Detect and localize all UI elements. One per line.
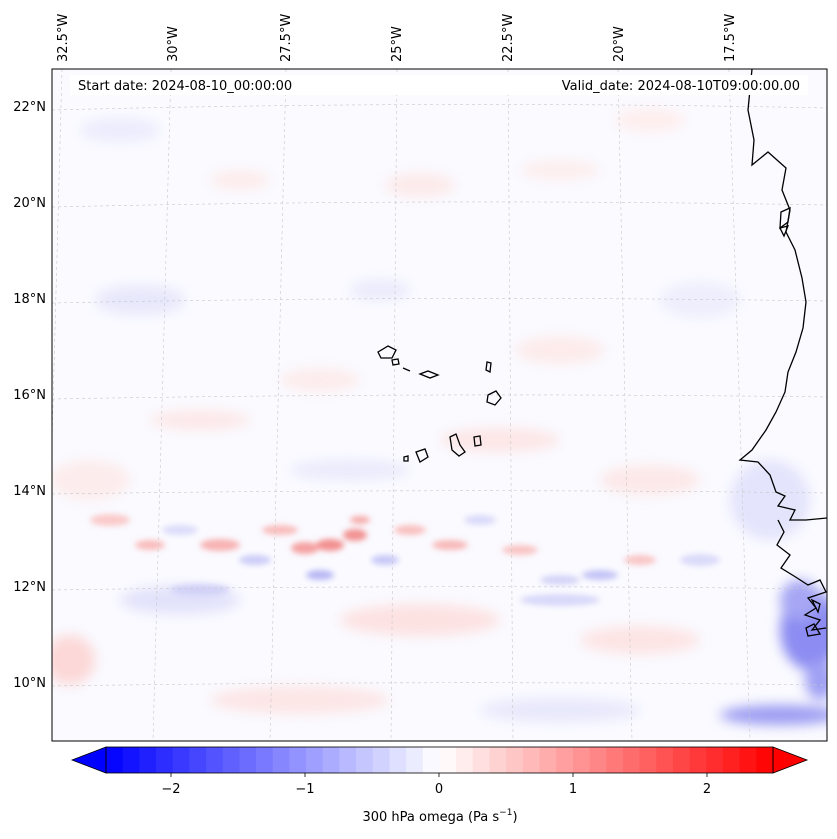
colorbar-label: 300 hPa omega (Pa s−1) [362, 808, 517, 825]
colorbar-cell [372, 747, 391, 773]
colorbar-tick-labels: −2 −1 0 1 2 [161, 782, 711, 797]
colorbar-extend-low [70, 746, 107, 774]
lat-label: 12°N [13, 580, 46, 595]
colorbar-cell [272, 747, 291, 773]
colorbar-extend-high [772, 746, 809, 774]
colorbar-cell [589, 747, 607, 773]
lon-label: 27.5°W [279, 14, 294, 62]
colorbar-cell [339, 747, 357, 773]
start-date-label: Start date: 2024-08-10_00:00:00 [78, 79, 292, 94]
island-sao-vicente [391, 358, 400, 366]
gridlines [52, 69, 827, 741]
colorbar-cell [522, 747, 541, 773]
colorbar-cell [556, 747, 574, 773]
colorbar-cell [672, 747, 691, 773]
island-sal [485, 361, 492, 373]
colorbar-cell [289, 747, 307, 773]
colorbar-cell [306, 747, 324, 773]
colorbar: −2 −1 0 1 2 300 hPa omega (Pa s−1) [70, 746, 809, 825]
lon-labels: 32.5°W 30°W 27.5°W 25°W 22.5°W 20°W 17.5… [56, 14, 738, 62]
lat-label: 14°N [13, 484, 46, 499]
island-santiago [449, 433, 466, 457]
colorbar-cell [206, 747, 224, 773]
omega-field [52, 69, 827, 741]
island-brava [403, 455, 409, 462]
colorbar-tick-label: −1 [295, 782, 314, 797]
colorbar-cell [456, 747, 474, 773]
island-fogo [415, 448, 429, 463]
map-panel [51, 68, 828, 742]
lon-label: 32.5°W [56, 14, 71, 62]
colorbar-cell [622, 747, 641, 773]
colorbar-tick-label: 0 [435, 782, 443, 797]
colorbar-cell [506, 747, 524, 773]
colorbar-cell [706, 747, 724, 773]
colorbar-cell [656, 747, 674, 773]
map-frame [51, 68, 828, 742]
lon-label: 17.5°W [723, 14, 738, 62]
colorbar-cell [439, 747, 457, 773]
header-box: Start date: 2024-08-10_00:00:00 Valid_da… [70, 75, 808, 95]
island-maio [473, 435, 482, 447]
colorbar-cell [572, 747, 591, 773]
lat-label: 18°N [13, 292, 46, 307]
colorbar-cell [189, 747, 207, 773]
lat-label: 16°N [13, 388, 46, 403]
lon-label: 30°W [166, 26, 181, 62]
colorbar-cell [222, 747, 240, 773]
colorbar-cell [606, 747, 624, 773]
colorbar-cells [106, 747, 774, 773]
lon-label: 20°W [612, 26, 627, 62]
colorbar-cell [756, 747, 774, 773]
island-santa-luzia [402, 367, 411, 372]
colorbar-cell [139, 747, 157, 773]
colorbar-cell [722, 747, 741, 773]
colorbar-cell [539, 747, 557, 773]
colorbar-cell [356, 747, 374, 773]
lat-labels: 22°N 20°N 18°N 16°N 14°N 12°N 10°N [13, 100, 46, 691]
colorbar-cell [256, 747, 274, 773]
colorbar-frame [105, 746, 774, 774]
colorbar-cell [156, 747, 174, 773]
colorbar-cell [172, 747, 190, 773]
lat-label: 20°N [13, 196, 46, 211]
colorbar-cell [472, 747, 491, 773]
colorbar-cell [739, 747, 757, 773]
lat-label: 10°N [13, 676, 46, 691]
colorbar-cell [422, 747, 441, 773]
lon-label: 25°W [390, 26, 405, 62]
colorbar-ticks [170, 773, 708, 777]
colorbar-cell [106, 747, 124, 773]
colorbar-cell [406, 747, 424, 773]
valid-date-label: Valid_date: 2024-08-10T09:00:00.00 [562, 79, 800, 94]
colorbar-cell [489, 747, 507, 773]
lon-label: 22.5°W [501, 14, 516, 62]
colorbar-tick-label: 2 [703, 782, 711, 797]
colorbar-cell [639, 747, 657, 773]
island-santo-antao [377, 345, 397, 359]
colorbar-cell [239, 747, 257, 773]
island-boa-vista [486, 390, 502, 406]
colorbar-tick-label: 1 [569, 782, 577, 797]
coastline [377, 69, 827, 637]
colorbar-cell [122, 747, 140, 773]
colorbar-tick-label: −2 [161, 782, 180, 797]
colorbar-cell [322, 747, 341, 773]
lat-label: 22°N [13, 100, 46, 115]
island-sao-nicolau [418, 370, 440, 379]
colorbar-cell [389, 747, 407, 773]
colorbar-cell [689, 747, 707, 773]
map-background [52, 69, 827, 741]
